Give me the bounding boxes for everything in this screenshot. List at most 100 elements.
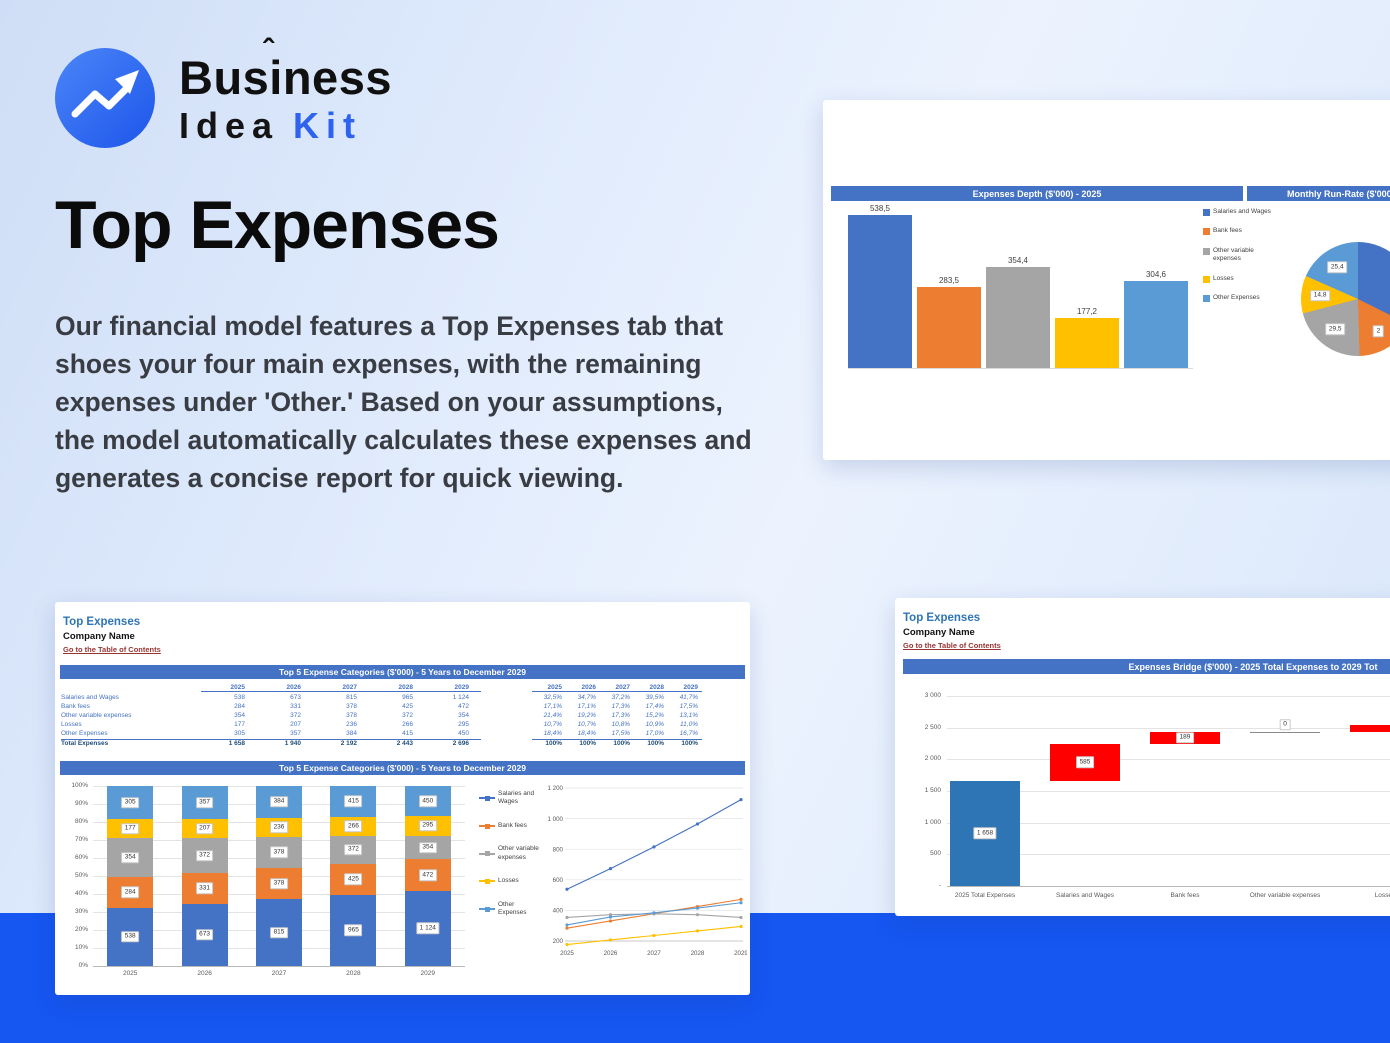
row-label: Other variable expenses <box>61 712 132 719</box>
cell-percent: 10,8% <box>611 721 630 728</box>
cell-percent: 17,3% <box>611 712 630 719</box>
legend-item: Salaries and Wages <box>1203 208 1275 216</box>
total-percent: 100% <box>668 739 702 747</box>
x-axis-tick: 2025 Total Expenses <box>954 892 1016 899</box>
segment-data-label: 378 <box>270 877 288 890</box>
cell-value: 354 <box>458 712 469 719</box>
x-axis-tick: 2026 <box>197 970 212 977</box>
series-marker <box>739 897 743 901</box>
pie-data-label: 14,8 <box>1310 290 1330 302</box>
series-marker <box>652 845 656 849</box>
cell-percent: 15,2% <box>645 712 664 719</box>
series-marker <box>695 913 700 917</box>
toc-link: Go to the Table of Contents <box>903 641 1001 650</box>
segment-data-label: 284 <box>121 886 140 898</box>
series-marker <box>695 929 700 933</box>
table-row: 21,4% 19,2% 17,3% 15,2% 13,1% <box>532 711 704 720</box>
expense-values-table: 2025 2026 2027 2028 2029 Salaries and Wages 53… <box>61 683 498 748</box>
cell-value: 815 <box>346 694 357 701</box>
legend-item: Other variable expenses <box>1203 247 1275 264</box>
brand-wordmark: Business ˆ Idea Kit <box>179 33 392 148</box>
cell-percent: 17,3% <box>611 703 630 710</box>
sheet-title: Top Expenses <box>903 612 981 624</box>
cell-percent: 10,9% <box>645 721 664 728</box>
cell-percent: 39,5% <box>645 694 664 701</box>
series-marker <box>739 901 743 905</box>
y-axis-tick: 30% <box>74 908 88 915</box>
year-header: 2027 <box>313 684 369 692</box>
x-axis-tick: 2026 <box>604 950 618 957</box>
expenses-bridge-waterfall-chart: - 500 1 000 1 500 2 000 2 500 3 000 1 658 2025 T… <box>895 686 1390 908</box>
legend-swatch <box>1203 228 1210 236</box>
cell-value: 384 <box>346 730 357 737</box>
x-axis-tick: 2028 <box>691 950 705 957</box>
cell-value: 266 <box>402 721 413 728</box>
x-axis-tick: 2028 <box>346 970 361 977</box>
segment-data-label: 357 <box>195 796 214 809</box>
cell-percent: 21,4% <box>543 712 562 719</box>
x-axis-tick: 2027 <box>647 950 661 957</box>
legend-dot <box>485 851 490 857</box>
cell-value: 450 <box>458 730 469 737</box>
cell-value: 331 <box>290 703 301 710</box>
legend-item: Losses <box>479 877 541 885</box>
y-axis-tick: 1 200 <box>548 785 564 792</box>
y-axis-tick: 50% <box>74 872 88 879</box>
series-marker <box>608 938 613 942</box>
y-axis-tick: 200 <box>553 938 564 945</box>
brand-name-idea: Idea <box>179 105 280 146</box>
cell-value: 415 <box>402 730 413 737</box>
cell-value: 673 <box>290 694 301 701</box>
year-header: 2025 <box>201 684 257 692</box>
series-marker <box>565 926 569 930</box>
legend-item: Other Expenses <box>1203 294 1275 303</box>
cell-percent: 18,4% <box>577 730 596 737</box>
segment-data-label: 415 <box>344 795 363 808</box>
x-axis-tick: Losses <box>1374 892 1390 899</box>
segment-data-label: 305 <box>121 796 140 809</box>
legend-item: Other Expenses <box>479 901 541 918</box>
segment-data-label: 450 <box>418 795 437 807</box>
gridline <box>947 759 1390 761</box>
segment-data-label: 354 <box>121 851 140 864</box>
total-label: Total Expenses <box>61 739 201 747</box>
segment-data-label: 372 <box>195 849 214 862</box>
legend-swatch <box>1203 295 1210 303</box>
total-value: 1 658 <box>201 739 257 747</box>
total-value: 1 940 <box>257 739 313 747</box>
x-axis-tick: Salaries and Wages <box>1056 892 1114 899</box>
series-marker <box>652 933 656 938</box>
y-axis-tick: 80% <box>74 818 88 825</box>
cell-value: 284 <box>234 703 245 710</box>
series-marker <box>565 915 569 920</box>
legend-item: Bank fees <box>479 822 541 830</box>
y-axis-tick: 10% <box>74 944 88 951</box>
segment-data-label: 266 <box>344 820 363 833</box>
year-header: 2028 <box>634 684 668 692</box>
year-header: 2026 <box>257 684 313 692</box>
legend-swatch <box>1203 275 1210 283</box>
cell-value: 236 <box>346 721 357 728</box>
legend-label: Other Expenses <box>1213 294 1260 302</box>
row-label: Other Expenses <box>61 730 108 737</box>
bar-2 <box>917 287 981 368</box>
series-marker <box>565 887 569 891</box>
total-value: 2 192 <box>313 739 369 747</box>
x-axis-tick: Bank fees <box>1170 892 1200 899</box>
depth-chart-legend: Salaries and Wages Bank fees Other variabl… <box>1203 208 1275 314</box>
x-axis-tick: 2027 <box>271 970 287 977</box>
y-axis-tick: 400 <box>553 908 564 915</box>
brand-name-kit: Kit <box>293 105 363 146</box>
brand-logo: Business ˆ Idea Kit <box>55 33 392 148</box>
cell-value: 354 <box>234 712 245 719</box>
total-value: 2 443 <box>369 739 425 747</box>
bar-data-label: 177,2 <box>1076 306 1098 316</box>
segment-data-label: 331 <box>195 882 214 894</box>
gridline <box>947 727 1390 729</box>
row-label: Losses <box>61 721 82 728</box>
cell-value: 207 <box>290 721 301 728</box>
top5-sheet-card: Top Expenses Company Name Go to the Tabl… <box>55 602 750 995</box>
x-axis-tick: Other variable expenses <box>1249 892 1321 899</box>
table-row: Other variable expenses 354 372 378 372 354 <box>61 711 498 720</box>
row-label: Salaries and Wages <box>61 694 119 701</box>
